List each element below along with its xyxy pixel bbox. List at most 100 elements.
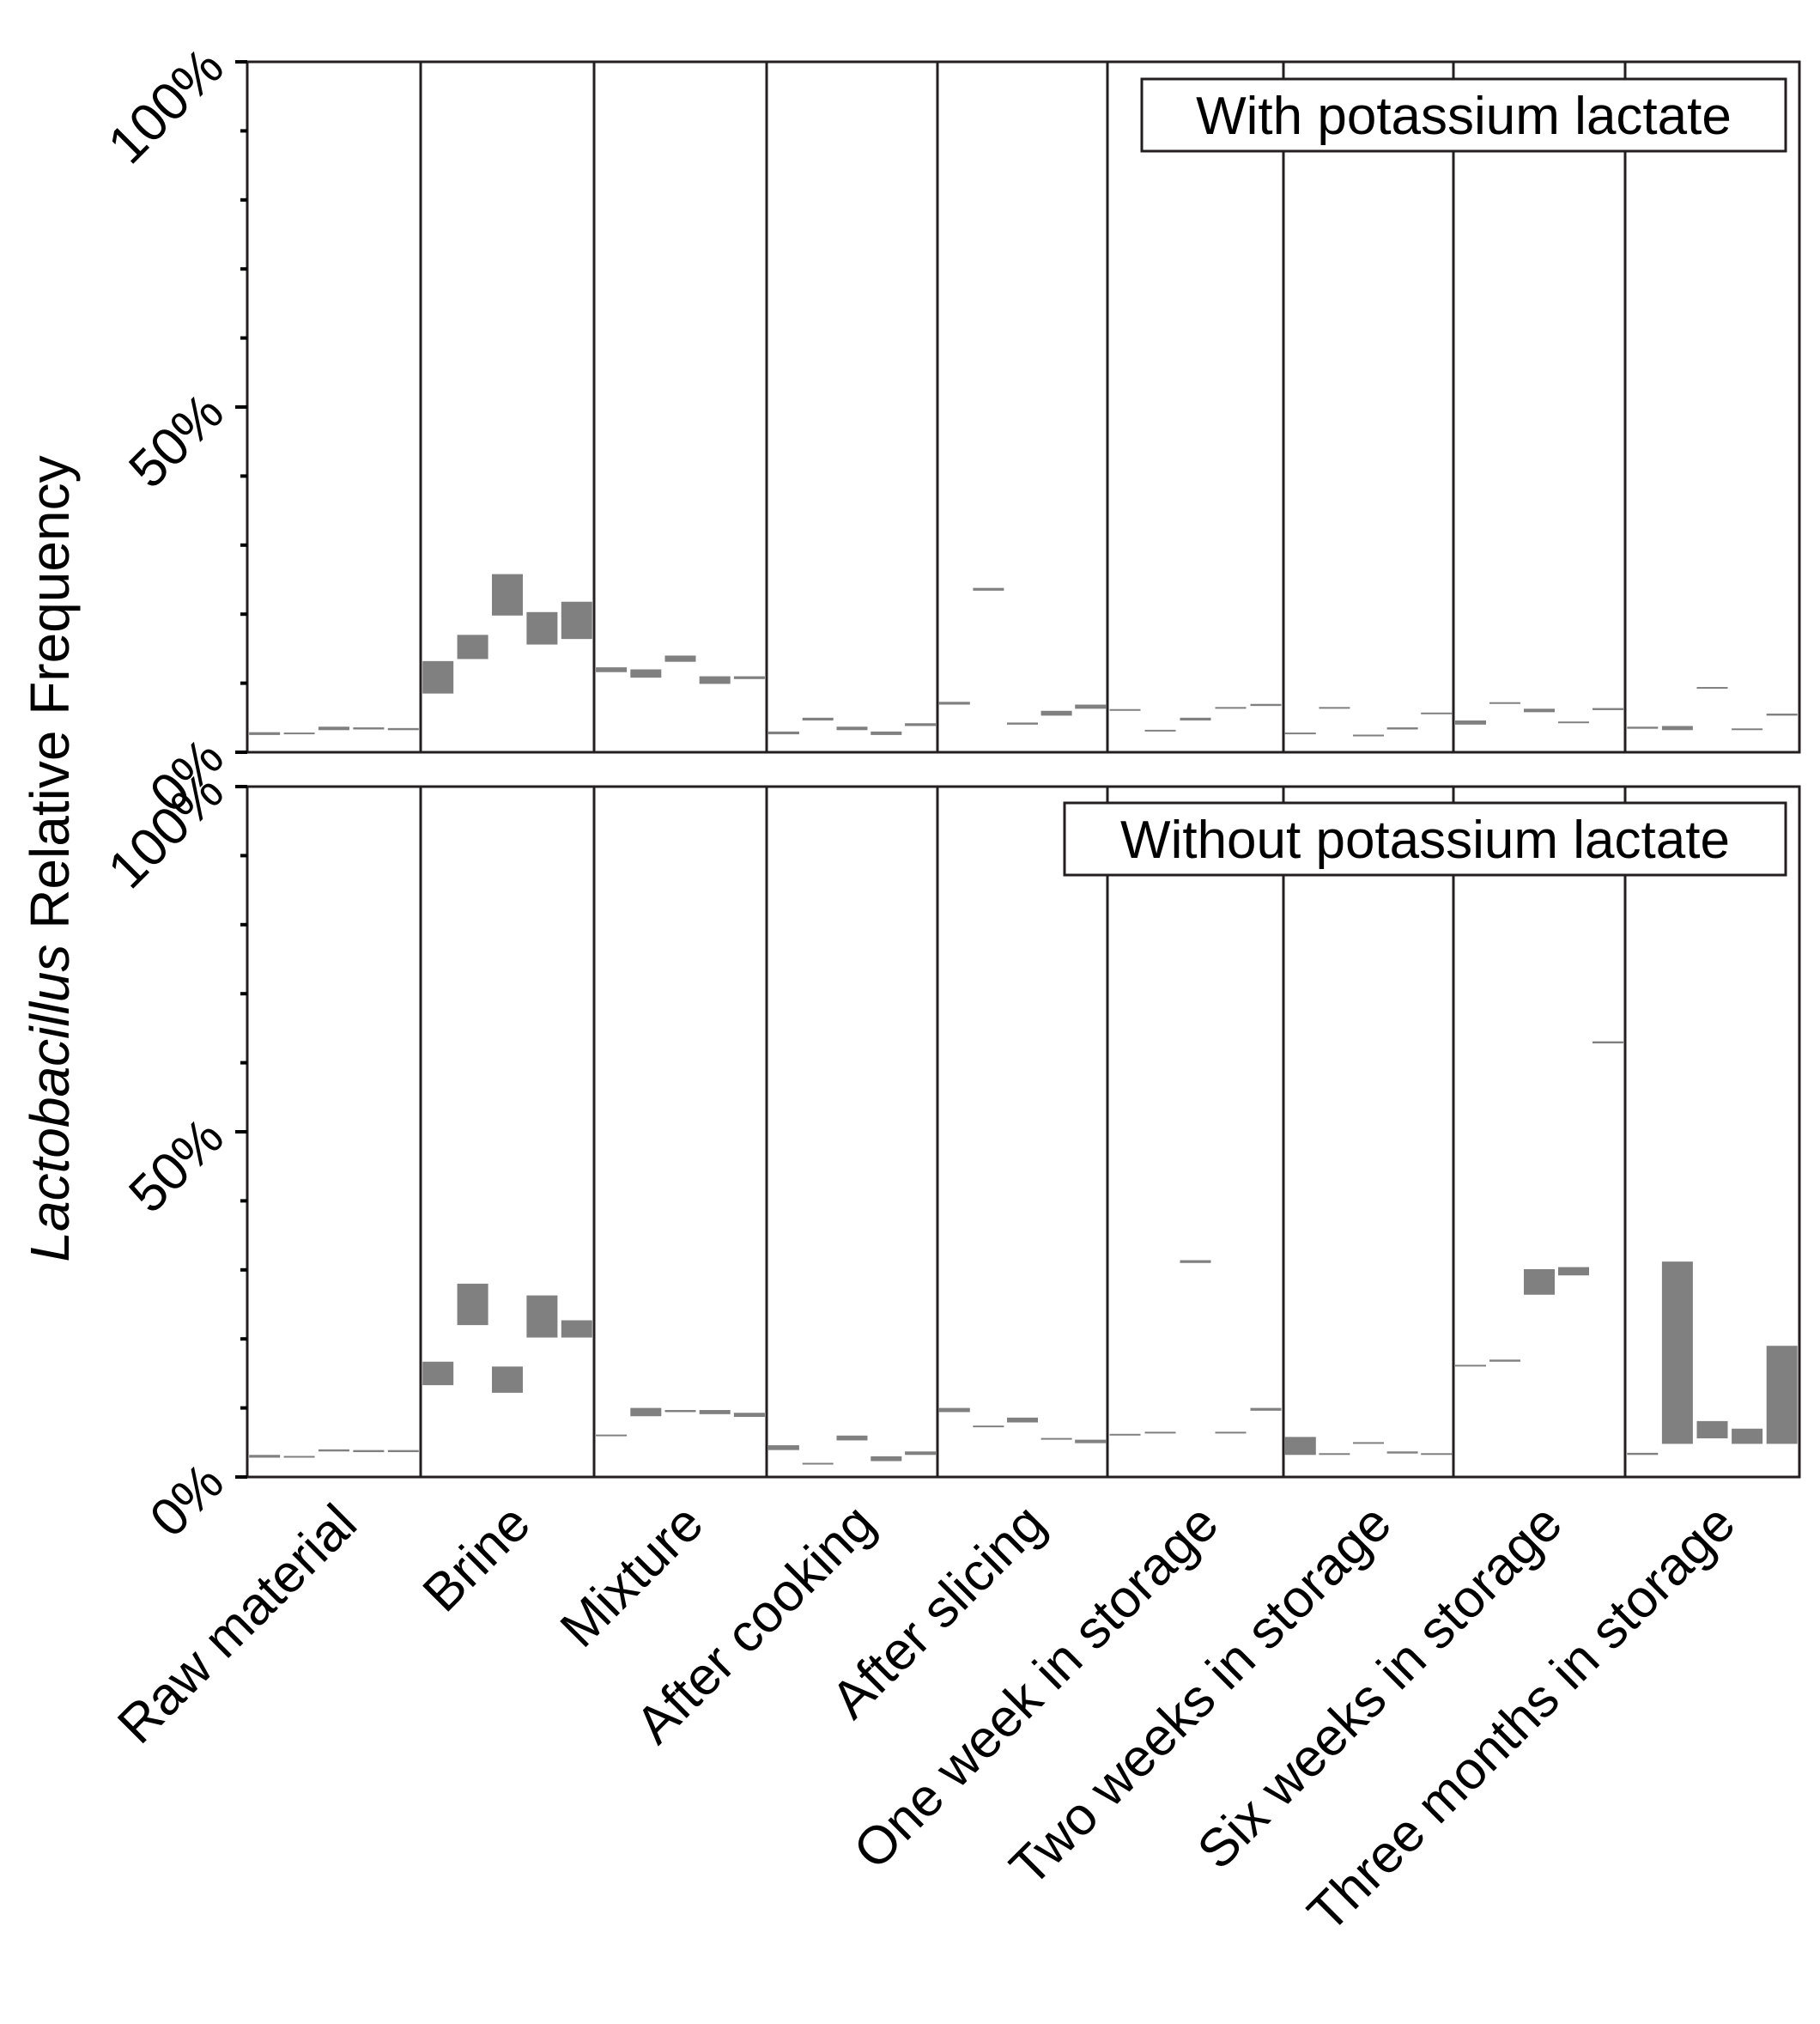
bar [1558,1267,1589,1276]
bar [1284,732,1316,735]
legend-label: Without potassium lactate [1120,811,1730,870]
bar [1732,1428,1763,1444]
bar [353,1450,385,1453]
bar [1592,708,1623,710]
bar [318,726,349,731]
bar [283,1456,315,1458]
bar [1661,726,1693,731]
legend-label: With potassium lactate [1196,87,1732,146]
bar [1489,702,1520,704]
bar [1524,708,1555,713]
bar [802,717,834,721]
bar [422,1361,454,1386]
bar [767,1445,799,1450]
bar [699,676,731,684]
bar [1696,687,1728,690]
bar [1421,1453,1453,1456]
bar [353,727,385,730]
bar [1040,710,1072,716]
bar [526,611,558,645]
bar [457,1283,488,1326]
bar [1319,1453,1350,1456]
bar [630,669,662,678]
bar [1250,703,1282,707]
bar [561,1320,592,1338]
bar [1696,1420,1728,1438]
bar [1075,704,1107,709]
bar [596,667,628,672]
bar [387,1450,419,1453]
y-axis-label: Lactobacillus Relative Frequency [19,455,81,1261]
bar [1386,1451,1418,1454]
bar [561,601,592,640]
bar [1284,1437,1316,1456]
bar [1524,1268,1555,1295]
y-axis-label-text: Relative Frequency [19,455,81,944]
bar [422,660,454,694]
y-tick-label: 50% [118,1107,235,1225]
bar [802,1462,834,1465]
bar [1661,1261,1693,1444]
category-label: Brine [412,1493,542,1623]
y-tick-label: 50% [118,382,235,500]
legend-box [1063,801,1787,877]
panels: 0%50%100% With potassium lactate0%50%100%… [97,37,1801,1548]
category-label: Raw material [106,1493,368,1755]
bar [387,727,419,731]
bar [1109,708,1141,711]
bar [249,1455,281,1458]
bar [1766,1346,1798,1444]
legend-box [1140,77,1787,153]
bar [1007,722,1038,725]
bar [836,1435,868,1441]
bar [1592,1041,1623,1044]
bar [1732,728,1763,731]
bar [1489,1359,1520,1362]
panel-with: 0%50%100% With potassium lactate [97,37,1801,824]
bar [596,1434,628,1437]
category-label: Mixture [549,1493,715,1659]
bar [905,723,937,726]
bar [1007,1417,1038,1423]
bar [1558,721,1589,724]
panel-frame [246,785,1801,1479]
bar [1144,729,1176,732]
bar [318,1449,349,1452]
bar [1319,707,1350,709]
bar [1627,1452,1659,1456]
bar [283,732,315,735]
bar [1180,1260,1211,1263]
y-tick-label: 100% [97,37,235,175]
bar [836,726,868,731]
bar [1627,726,1659,729]
bar [1215,707,1247,709]
bar [871,731,902,735]
bar [973,1425,1004,1428]
bar [733,676,765,679]
bar [938,1407,970,1413]
bar [492,1366,523,1393]
bar [1180,717,1211,721]
bar [1455,1365,1486,1367]
bar [699,1410,731,1414]
bar [733,1413,765,1418]
panel-without: 0%50%100% Without potassium lactate [97,762,1801,1548]
bar [973,587,1004,591]
bar [1421,712,1453,714]
y-tick-label: 0% [139,1452,235,1548]
bar [1250,1407,1282,1411]
y-axis-label-genus: Lactobacillus [19,945,81,1262]
bar [630,1407,662,1417]
bar [1353,734,1384,737]
bar [1215,1431,1247,1434]
bar [938,702,970,705]
bar [457,635,488,659]
bar [1353,1442,1384,1444]
bar [492,574,523,616]
bar [664,1410,696,1413]
bar [1144,1431,1176,1434]
bar [905,1451,937,1456]
bar [1109,1433,1141,1436]
bar [526,1295,558,1338]
